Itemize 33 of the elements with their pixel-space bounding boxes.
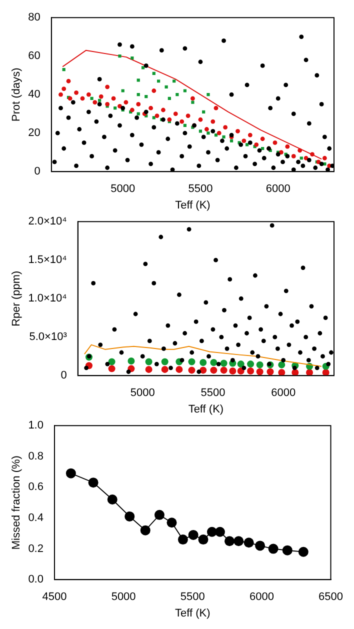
- y-tick-label: 0: [60, 370, 67, 382]
- x-tick-label: 6000: [271, 387, 296, 400]
- x-tick-label: 5500: [188, 183, 213, 196]
- y-tick-label: 60: [28, 50, 40, 62]
- x-tick-label: 6500: [318, 591, 344, 604]
- y-tick-label: 1.5×10⁴: [28, 254, 68, 266]
- y-tick-label: 0.4: [28, 512, 44, 524]
- y-tick-label: 0.6: [28, 481, 44, 494]
- y-tick-label: 0.0: [28, 574, 44, 586]
- y-tick-label: 20: [28, 127, 40, 140]
- y-axis-title: Rper (ppm): [10, 270, 23, 326]
- x-tick-label: 6000: [266, 183, 290, 196]
- y-tick-label: 0: [34, 166, 40, 178]
- y-axis-title: Missed fraction (%): [10, 456, 23, 550]
- y-tick-label: 1.0×10⁴: [28, 292, 68, 305]
- y-tick-label: 0.8: [28, 450, 44, 462]
- y-axis-title: Prot (days): [10, 68, 23, 122]
- x-tick-label: 5000: [111, 591, 136, 604]
- x-tick-label: 5000: [110, 183, 136, 196]
- x-tick-label: 5500: [200, 387, 226, 400]
- x-axis-title: Teff (K): [174, 607, 210, 620]
- y-tick-label: 1.0: [28, 420, 44, 432]
- x-tick-label: 5500: [180, 591, 205, 604]
- y-tick-label: 2.0×10⁴: [28, 216, 68, 228]
- y-tick-label: 40: [28, 88, 40, 101]
- y-tick-label: 80: [28, 12, 40, 24]
- y-tick-label: 5.0×10³: [29, 331, 68, 344]
- x-axis-title: Teff (K): [175, 199, 210, 212]
- x-tick-label: 4500: [42, 591, 67, 604]
- y-tick-label: 0.2: [28, 542, 44, 555]
- x-axis-title: Teff (K): [188, 403, 224, 416]
- x-tick-label: 5000: [130, 387, 155, 400]
- x-tick-label: 6000: [249, 591, 274, 604]
